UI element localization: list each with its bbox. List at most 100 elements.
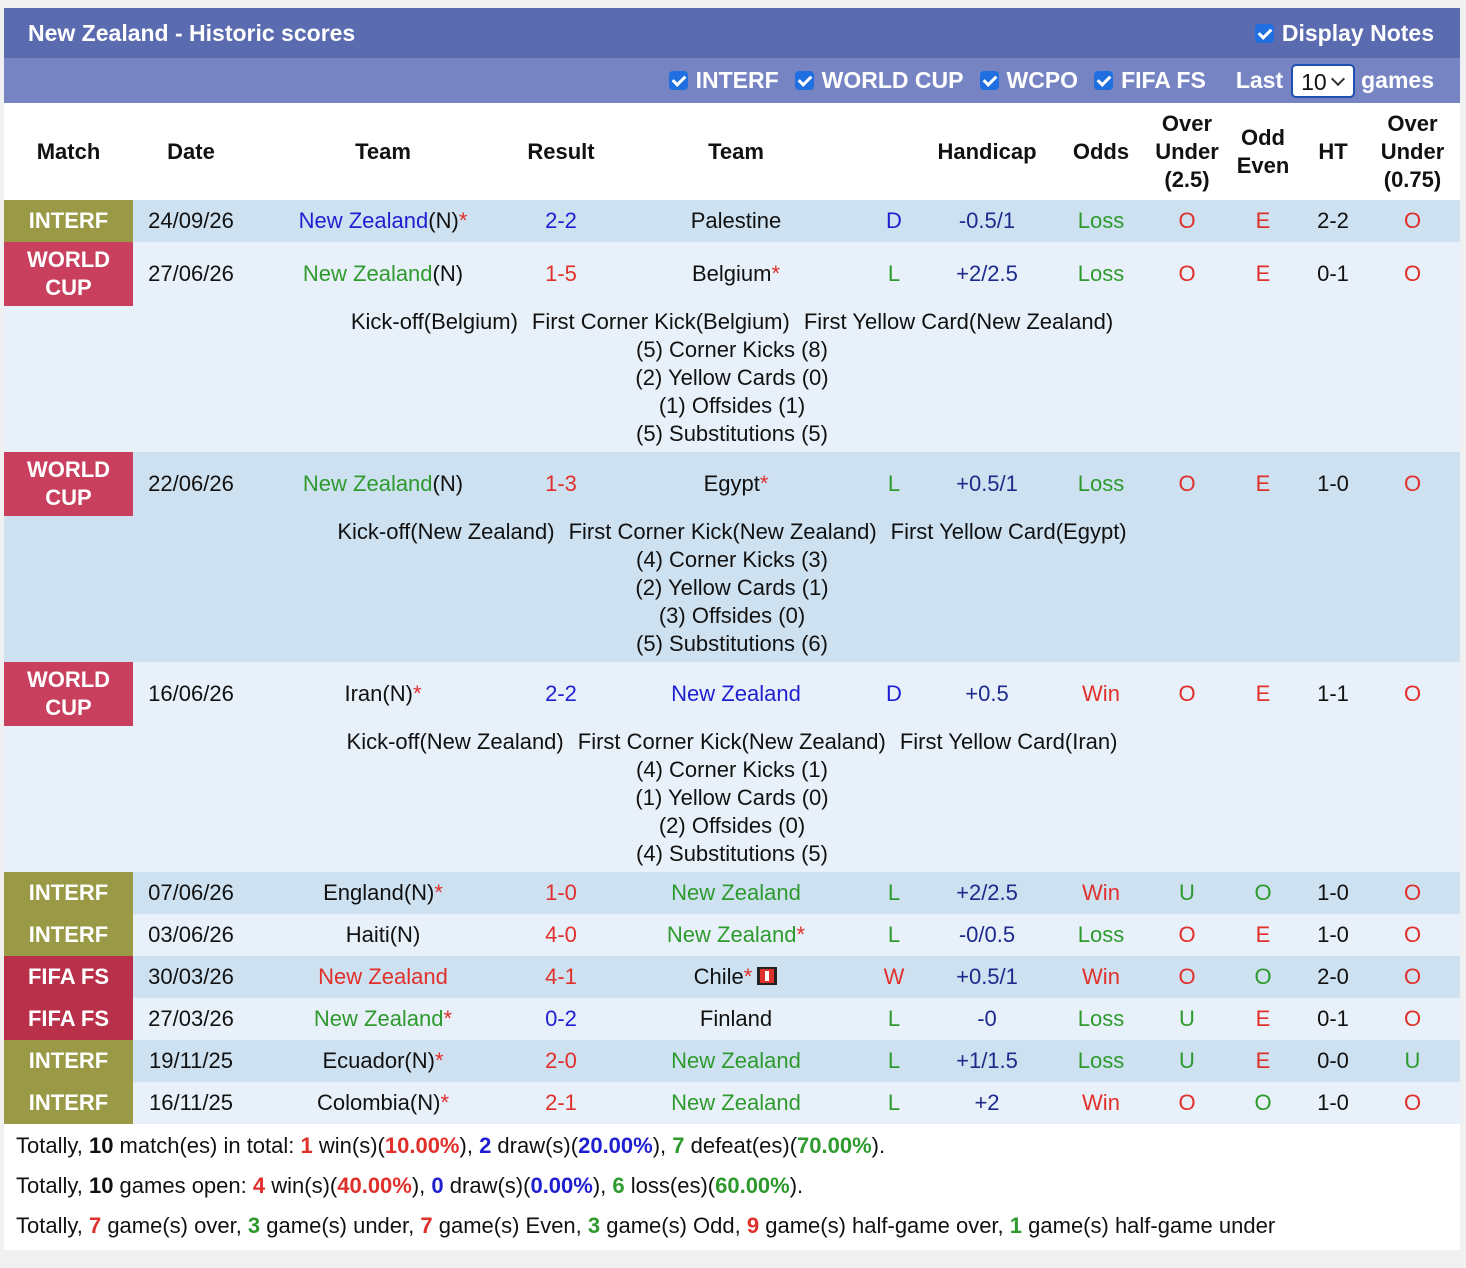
checkbox[interactable]	[979, 71, 999, 90]
home-team: New Zealand(N)	[249, 452, 517, 516]
team-name: New Zealand	[302, 471, 433, 496]
display-notes-label[interactable]: Display Notes	[1281, 19, 1434, 46]
odds: Win	[1082, 681, 1120, 706]
filter[interactable]: INTERF	[668, 67, 779, 93]
half-time: 2-0	[1317, 964, 1349, 989]
summary-text: Totally,	[16, 1173, 89, 1198]
summary-value: 10	[88, 1173, 114, 1198]
odds: Loss	[1077, 208, 1125, 233]
checkbox[interactable]	[794, 71, 814, 90]
column-header-line: Under	[1155, 138, 1219, 164]
column-header: Over Under (0.75)	[1365, 103, 1460, 200]
filter-label[interactable]: WORLD CUP	[821, 67, 964, 93]
home-team: Ecuador(N)*	[249, 1040, 517, 1082]
column-header-line: Result	[527, 138, 595, 164]
home-mark: *	[443, 1006, 453, 1031]
handicap: -0	[977, 1006, 997, 1031]
date: 24/09/26	[148, 208, 234, 233]
result: 0-2	[545, 1006, 577, 1031]
home-team: New Zealand(N)	[249, 242, 517, 306]
column-header-line: Odds	[1072, 138, 1130, 164]
summary-text: ),	[592, 1173, 613, 1198]
home-mark: *	[434, 1048, 444, 1073]
match-row: INTERF 03/06/26 Haiti(N) 4-0 New Zealand* L -0…	[4, 914, 1460, 956]
column-header: Result	[517, 103, 605, 200]
outcome: D	[886, 208, 902, 233]
result: 2-2	[545, 681, 577, 706]
notes: Kick-off(New Zealand) First Corner Kick(N…	[4, 726, 1460, 872]
away-team: Finland	[605, 998, 867, 1040]
summary-value: 6	[612, 1173, 625, 1198]
stat: (2) Yellow Cards (1)	[635, 575, 829, 600]
competition: INTERF	[4, 1082, 133, 1124]
team-name: Belgium	[691, 261, 772, 286]
summary-value: 70.00%	[797, 1133, 872, 1158]
match-row: FIFA FS 27/03/26 New Zealand* 0-2 Finland L -0…	[4, 998, 1460, 1040]
over-under: U	[1179, 1048, 1195, 1073]
checkbox[interactable]	[668, 71, 688, 90]
summary-text: game(s) under,	[260, 1213, 421, 1238]
team-name: England	[323, 880, 404, 905]
over-under: U	[1179, 880, 1195, 905]
date: 03/06/26	[148, 922, 234, 947]
summary-value: 3	[247, 1213, 261, 1238]
home-mark: *	[458, 208, 468, 233]
notes-row: Kick-off(New Zealand) First Corner Kick(N…	[4, 516, 1460, 662]
neutral: (N)	[432, 261, 464, 286]
half-time: 1-0	[1317, 471, 1349, 496]
summary-value: 0	[431, 1173, 444, 1198]
event: First Yellow Card(New Zealand)	[803, 309, 1114, 334]
filter-label[interactable]: INTERF	[695, 67, 779, 93]
home-team: Colombia(N)*	[249, 1082, 517, 1124]
checkbox[interactable]	[1094, 71, 1114, 90]
column-header-line: Team	[355, 138, 411, 164]
scores-panel: New Zealand - Historic scores Display No…	[4, 8, 1460, 1250]
odds: Win	[1082, 1090, 1120, 1115]
filter[interactable]: WCPO	[979, 67, 1079, 93]
team-name: New Zealand	[671, 681, 801, 706]
event: First Corner Kick(New Zealand)	[568, 519, 877, 544]
title: New Zealand - Historic scores	[28, 19, 356, 46]
handicap: -0.5/1	[958, 208, 1016, 233]
last-select[interactable]: 10	[1291, 63, 1356, 98]
games-label: games	[1361, 67, 1434, 93]
team-name: Ecuador	[322, 1048, 405, 1073]
event: First Yellow Card(Iran)	[899, 729, 1118, 754]
summary-text: game(s) half-game over,	[759, 1213, 1010, 1238]
half-time: 1-0	[1317, 880, 1349, 905]
team-name: Haiti	[345, 922, 390, 947]
competition: INTERF	[4, 1040, 133, 1082]
outcome: L	[887, 471, 901, 496]
events: Kick-off(New Zealand) First Corner Kick(N…	[4, 728, 1460, 756]
summary-text: game(s) Odd,	[600, 1213, 747, 1238]
team-name: Iran	[344, 681, 383, 706]
neutral: (N)	[428, 208, 459, 233]
stat: (2) Yellow Cards (0)	[635, 365, 829, 390]
filter[interactable]: FIFA FS	[1094, 67, 1206, 93]
display-notes[interactable]: Display Notes	[1254, 19, 1434, 47]
filter[interactable]: WORLD CUP	[794, 67, 964, 93]
filter-label[interactable]: WCPO	[1006, 67, 1079, 93]
event: First Yellow Card(Egypt)	[890, 519, 1127, 544]
summary-value: 60.00%	[715, 1173, 790, 1198]
checkbox[interactable]	[1254, 23, 1274, 43]
over-under-ht: O	[1403, 261, 1422, 286]
odd-even: O	[1254, 964, 1272, 989]
summary-value: 7	[88, 1213, 102, 1238]
summary-text: draw(s)(	[491, 1133, 579, 1158]
summary-text: draw(s)(	[443, 1173, 531, 1198]
summary-text: game(s) over,	[101, 1213, 248, 1238]
column-header-line: Over	[1387, 110, 1438, 136]
column-header-line: Over	[1161, 110, 1213, 136]
scores-table: Match Date Team Result Team Handicap Odds Over U…	[4, 103, 1460, 1124]
summary-value: 1	[1009, 1213, 1023, 1238]
summary-text: win(s)(	[265, 1173, 338, 1198]
outcome: L	[887, 922, 901, 947]
team-name: New Zealand	[313, 1006, 444, 1031]
competition: FIFA FS	[4, 998, 133, 1040]
match-row: WORLD CUP 16/06/26 Iran(N)* 2-2 New Zealand D…	[4, 662, 1460, 726]
competition: WORLD CUP	[4, 242, 133, 306]
result: 1-0	[545, 880, 577, 905]
filter-label[interactable]: FIFA FS	[1121, 67, 1206, 93]
